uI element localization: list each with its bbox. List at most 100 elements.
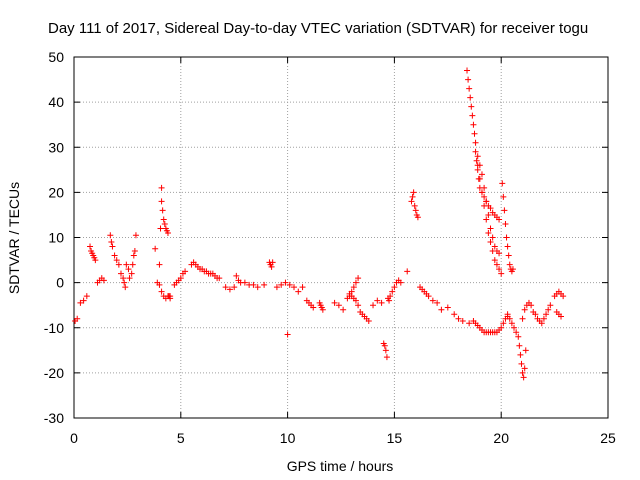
data-point — [233, 272, 240, 279]
data-point — [130, 252, 137, 259]
data-point — [505, 252, 512, 259]
data-point — [528, 302, 535, 309]
data-point — [520, 374, 527, 381]
data-point — [517, 351, 524, 358]
data-point — [558, 313, 565, 320]
data-point — [167, 293, 174, 300]
y-tick-labels: -30 -20 -10 0 10 20 30 40 50 — [44, 49, 64, 426]
data-point — [469, 112, 476, 119]
x-tick-label: 15 — [387, 430, 403, 446]
data-point — [502, 220, 509, 227]
data-point — [553, 308, 560, 315]
data-point — [471, 130, 478, 137]
data-point — [282, 279, 289, 286]
data-point — [501, 207, 508, 214]
data-point — [473, 157, 480, 164]
data-point — [389, 288, 396, 295]
data-point — [470, 121, 477, 128]
data-point — [408, 198, 415, 205]
data-point — [250, 281, 257, 288]
data-point — [500, 193, 507, 200]
data-point — [515, 333, 522, 340]
data-point — [474, 153, 481, 160]
data-point — [374, 297, 381, 304]
data-point — [382, 347, 389, 354]
data-point — [383, 354, 390, 361]
data-point — [222, 284, 229, 291]
data-point — [284, 331, 291, 338]
data-point — [115, 261, 122, 268]
data-point — [481, 202, 488, 209]
data-point — [87, 243, 94, 250]
data-point — [499, 180, 506, 187]
y-axis-label: SDTVAR / TECUs — [6, 182, 22, 294]
data-point — [381, 342, 388, 349]
data-point — [489, 234, 496, 241]
data-point — [241, 279, 248, 286]
y-tick-label: 10 — [48, 230, 64, 246]
data-point — [158, 198, 165, 205]
data-point — [273, 284, 280, 291]
data-point — [113, 257, 120, 264]
x-tick-label: 0 — [70, 430, 78, 446]
data-point — [355, 302, 362, 309]
x-axis-label: GPS time / hours — [287, 458, 394, 474]
data-point — [491, 257, 498, 264]
data-point — [516, 342, 523, 349]
data-point — [478, 189, 485, 196]
data-point — [464, 67, 471, 74]
data-point — [487, 225, 494, 232]
data-point — [493, 261, 500, 268]
y-tick-label: 20 — [48, 184, 64, 200]
data-point — [378, 299, 385, 306]
data-point — [286, 281, 293, 288]
data-point — [483, 216, 490, 223]
data-points — [72, 67, 567, 381]
data-point — [540, 315, 547, 322]
data-point — [519, 315, 526, 322]
data-point — [117, 270, 124, 277]
grid-lines — [74, 57, 608, 418]
data-point — [77, 299, 84, 306]
data-point — [128, 270, 135, 277]
x-tick-label: 20 — [493, 430, 509, 446]
data-point — [352, 297, 359, 304]
data-point — [444, 304, 451, 311]
data-point — [231, 284, 238, 291]
data-point — [160, 216, 167, 223]
data-point — [156, 261, 163, 268]
data-point — [481, 193, 488, 200]
data-point — [466, 85, 473, 92]
data-point — [331, 299, 338, 306]
data-point — [107, 232, 114, 239]
y-tick-label: 50 — [48, 49, 64, 65]
data-point — [521, 306, 528, 313]
data-point — [159, 207, 166, 214]
data-point — [472, 148, 479, 155]
data-point — [161, 220, 168, 227]
data-point — [543, 311, 550, 318]
y-tick-label: -20 — [44, 365, 64, 381]
data-point — [487, 205, 494, 212]
data-point — [412, 207, 419, 214]
data-point — [129, 261, 136, 268]
x-tick-label: 25 — [600, 430, 616, 446]
data-point — [522, 347, 529, 354]
data-point — [500, 320, 507, 327]
tick-marks — [73, 56, 609, 419]
data-point — [131, 248, 138, 255]
data-point — [513, 329, 520, 336]
data-point — [268, 263, 275, 270]
data-point — [340, 306, 347, 313]
y-tick-label: -10 — [44, 320, 64, 336]
y-tick-label: 40 — [48, 94, 64, 110]
data-point — [391, 284, 398, 291]
data-point — [521, 365, 528, 372]
data-point — [434, 299, 441, 306]
data-point — [386, 297, 393, 304]
data-point — [226, 286, 233, 293]
data-point — [299, 284, 306, 291]
data-point — [370, 302, 377, 309]
y-tick-label: 0 — [56, 275, 64, 291]
